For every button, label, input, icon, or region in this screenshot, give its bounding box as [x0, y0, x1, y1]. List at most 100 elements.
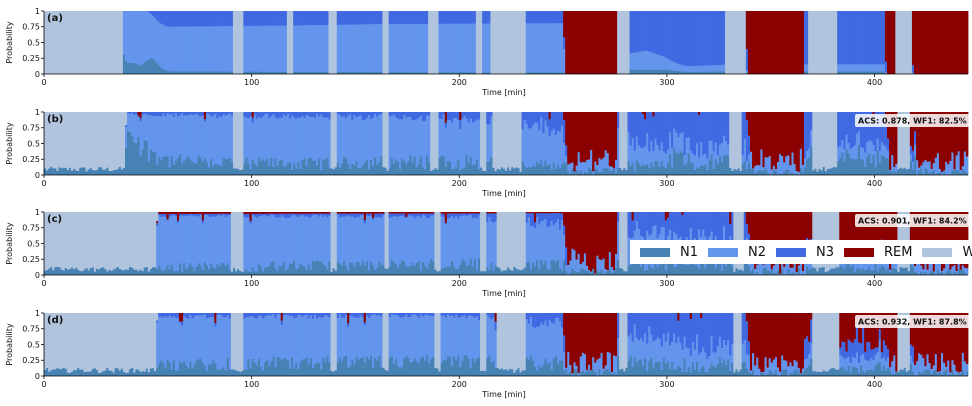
area-n1: [274, 268, 277, 275]
area-rem: [164, 212, 167, 214]
area-n3: [492, 313, 495, 318]
area-n2: [401, 215, 404, 261]
area-n2: [338, 314, 342, 358]
area-n2: [488, 217, 491, 270]
area-n3: [538, 213, 541, 225]
area-n2: [293, 25, 296, 72]
area-n2: [536, 23, 539, 73]
area-n3: [685, 11, 689, 66]
area-n2: [918, 167, 921, 171]
area-n3: [409, 213, 412, 216]
area-w: [66, 11, 70, 74]
area-n2: [446, 23, 450, 73]
area-n1: [291, 357, 294, 376]
area-n2: [199, 26, 203, 72]
area-n1: [199, 157, 203, 175]
area-rem: [870, 313, 873, 350]
area-n2: [808, 354, 811, 366]
area-w: [56, 313, 59, 369]
area-n2: [606, 270, 610, 271]
area-n1: [262, 159, 265, 175]
area-rem: [783, 112, 786, 163]
area-n1: [467, 265, 471, 275]
area-n1: [484, 170, 487, 175]
area-n1: [818, 371, 821, 376]
area-n1: [602, 168, 606, 175]
area-n2: [536, 122, 539, 162]
area-n3: [162, 313, 165, 318]
area-n2: [351, 316, 354, 360]
area-n2: [222, 214, 226, 264]
area-n1: [623, 271, 626, 275]
area-n3: [178, 112, 182, 116]
area-rem: [172, 212, 176, 215]
area-n1: [185, 268, 188, 275]
area-n3: [286, 213, 290, 218]
area-n1: [961, 370, 965, 376]
area-n1: [60, 368, 64, 376]
area-w: [504, 11, 508, 74]
area-n2: [876, 352, 880, 363]
area-n3: [270, 11, 273, 26]
area-n1: [681, 372, 684, 376]
area-n2: [874, 64, 878, 72]
area-n3: [432, 213, 435, 216]
area-n1: [419, 270, 423, 275]
area-n1: [930, 171, 934, 175]
area-w: [332, 11, 336, 74]
area-n1: [687, 153, 691, 175]
area-n2: [270, 115, 273, 158]
area-n3: [558, 11, 562, 24]
area-n1: [183, 263, 186, 275]
area-n2: [627, 336, 630, 361]
area-n1: [571, 268, 574, 275]
area-n2: [598, 259, 601, 273]
area-w: [154, 212, 157, 268]
area-n1: [922, 372, 925, 376]
area-n2: [172, 116, 176, 166]
area-rem: [789, 212, 792, 268]
area-rem: [461, 212, 464, 214]
area-n1: [714, 367, 718, 376]
area-n1: [320, 369, 323, 376]
area-w: [156, 212, 159, 222]
area-n1: [857, 71, 861, 74]
area-n1: [85, 268, 89, 275]
area-n1: [228, 157, 232, 175]
area-n3: [683, 313, 687, 337]
area-n1: [536, 161, 539, 175]
area-rem: [764, 313, 767, 358]
area-n2: [149, 115, 153, 150]
area-rem: [857, 212, 861, 249]
area-rem: [752, 112, 755, 169]
area-n2: [355, 24, 358, 73]
area-n1: [693, 264, 697, 275]
area-n2: [718, 144, 722, 157]
area-n1: [654, 257, 657, 275]
area-rem: [394, 212, 398, 214]
area-n3: [660, 212, 664, 227]
area-n3: [860, 112, 863, 148]
area-w: [64, 212, 68, 269]
area-n3: [158, 11, 161, 23]
area-rem: [911, 212, 915, 243]
area-n1: [421, 261, 425, 275]
area-n2: [164, 216, 167, 270]
area-n3: [226, 112, 230, 115]
area-n1: [704, 372, 707, 376]
x-axis-label: Time [min]: [481, 189, 525, 198]
area-n2: [309, 315, 313, 358]
area-n1: [891, 171, 894, 175]
area-n2: [887, 357, 890, 368]
area-n2: [199, 315, 203, 359]
area-w: [108, 212, 111, 270]
area-n2: [374, 314, 377, 358]
area-n2: [608, 252, 612, 270]
area-n2: [372, 24, 375, 73]
area-n2: [652, 52, 655, 70]
area-n1: [822, 167, 826, 175]
area-n2: [839, 145, 842, 158]
area-n2: [149, 13, 153, 59]
area-n1: [272, 356, 275, 376]
area-n3: [465, 112, 468, 119]
